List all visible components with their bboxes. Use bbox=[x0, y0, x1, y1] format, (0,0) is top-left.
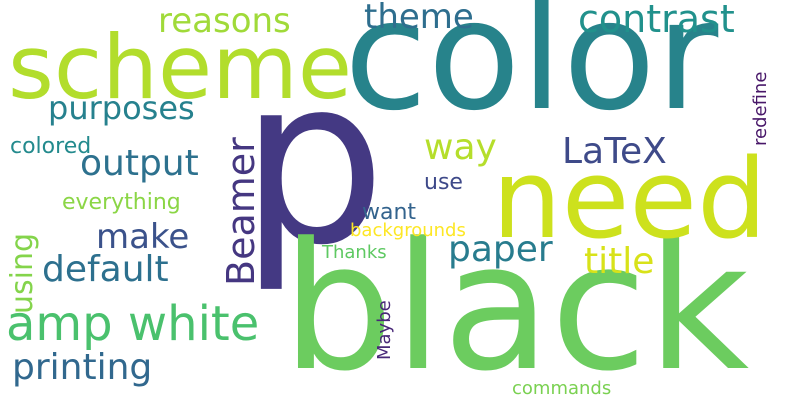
word-title: title bbox=[584, 241, 655, 282]
word-contrast: contrast bbox=[578, 0, 735, 41]
word-commands: commands bbox=[512, 378, 612, 399]
word-default: default bbox=[42, 249, 169, 290]
word-use: use bbox=[424, 170, 463, 195]
word-paper: paper bbox=[448, 229, 553, 270]
word-using: using bbox=[5, 232, 40, 314]
word-colored: colored bbox=[10, 134, 92, 159]
word-want: want bbox=[362, 200, 417, 225]
word-beamer: Beamer bbox=[219, 137, 263, 286]
word-everything: everything bbox=[62, 190, 181, 215]
word-color: color bbox=[344, 0, 719, 144]
word-theme: theme bbox=[364, 0, 474, 37]
word-thanks: Thanks bbox=[322, 242, 387, 263]
word-way: way bbox=[424, 127, 497, 168]
word-reasons: reasons bbox=[158, 1, 291, 41]
word-need: need bbox=[492, 135, 767, 263]
word-output: output bbox=[80, 143, 199, 184]
word-latex: LaTeX bbox=[562, 131, 667, 172]
word-redefine: redefine bbox=[750, 71, 771, 146]
word-scheme: scheme bbox=[8, 16, 353, 119]
word-backgrounds: backgrounds bbox=[350, 220, 466, 241]
word-purposes: purposes bbox=[48, 89, 195, 127]
word-black: black bbox=[282, 205, 750, 400]
word-printing: printing bbox=[12, 347, 153, 388]
word-p: p bbox=[240, 29, 386, 296]
word-make: make bbox=[96, 217, 190, 257]
word-amp-white: amp white bbox=[6, 296, 260, 352]
word-maybe: Maybe bbox=[374, 300, 395, 360]
